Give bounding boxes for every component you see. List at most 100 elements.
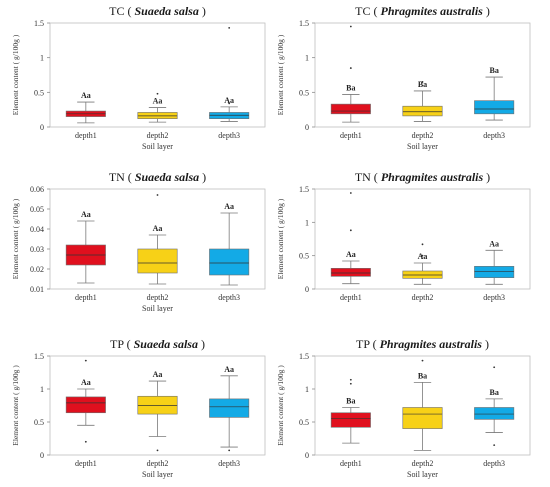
- plot-frame: [49, 22, 266, 128]
- y-tick-label: 1.5: [34, 352, 44, 361]
- x-tick-label: depth1: [340, 131, 362, 140]
- plot-frame: [49, 188, 266, 290]
- significance-label: Aa: [224, 365, 234, 374]
- y-tick-label: 0.01: [30, 285, 44, 294]
- box-iqr: [330, 103, 371, 115]
- chart-panel-5: TP ( Suaeda salsa ) 0 0.5 1 1.5 Element conte…: [11, 337, 266, 479]
- box-depth2: Ba depth2: [402, 80, 443, 140]
- box-depth3: Aa depth3: [474, 239, 515, 302]
- x-tick-label: depth2: [412, 459, 434, 468]
- y-tick-label: 0: [40, 451, 44, 460]
- y-tick-label: 0.04: [30, 225, 44, 234]
- x-tick-label: depth1: [75, 459, 97, 468]
- chart-title-prefix: TN (: [109, 170, 135, 184]
- box-iqr: [330, 412, 371, 428]
- box-iqr: [474, 100, 515, 115]
- y-tick-label: 1.5: [299, 185, 309, 194]
- box-depth2: Ba depth2: [402, 359, 443, 468]
- y-tick-label: 0: [40, 123, 44, 132]
- y-tick-label: 0: [305, 285, 309, 294]
- significance-label: Ba: [418, 80, 427, 89]
- y-tick-label: 0.03: [30, 245, 44, 254]
- chart-title-prefix: TP (: [356, 337, 380, 351]
- x-axis-label: Soil layer: [142, 304, 173, 313]
- box-depth3: Ba depth3: [474, 366, 515, 468]
- chart-panel-4: TN ( Phragmites australis ) 0 0.5 1 1.5 Eleme…: [276, 170, 531, 302]
- x-tick-label: depth2: [147, 131, 169, 140]
- significance-label: Aa: [224, 202, 234, 211]
- y-tick-label: 0.5: [34, 418, 44, 427]
- y-tick-label: 0.5: [299, 418, 309, 427]
- x-axis-label: Soil layer: [142, 142, 173, 151]
- outlier-point: [349, 25, 352, 28]
- box-depth2: Aa depth2: [137, 92, 178, 140]
- box-depth2: Aa depth2: [402, 243, 443, 302]
- chart-title: TN ( Phragmites australis ): [355, 170, 490, 184]
- outlier-point: [156, 92, 159, 95]
- y-tick-label: 1: [305, 385, 309, 394]
- plot-frame: [314, 355, 531, 456]
- chart-title: TC ( Suaeda salsa ): [109, 4, 206, 18]
- y-axis-label: Element content ( g/100g ): [11, 365, 20, 446]
- chart-title-suffix: ): [199, 170, 206, 184]
- chart-panel-3: TN ( Suaeda salsa ) 0.01 0.02 0.03 0.04 0.05 0…: [11, 170, 266, 313]
- box-depth2: Aa depth2: [137, 370, 178, 468]
- significance-label: Aa: [153, 370, 163, 379]
- x-tick-label: depth3: [218, 131, 240, 140]
- outlier-point: [349, 378, 352, 381]
- x-axis-label: Soil layer: [142, 470, 173, 479]
- outlier-point: [421, 243, 424, 246]
- x-tick-label: depth3: [483, 459, 505, 468]
- significance-label: Ba: [489, 66, 498, 75]
- significance-label: Aa: [81, 91, 91, 100]
- y-axis-label: Element content ( g/100g ): [11, 34, 20, 115]
- outlier-point: [349, 382, 352, 385]
- chart-title: TC ( Phragmites australis ): [355, 4, 490, 18]
- box-depth1: Aa depth1: [330, 192, 371, 302]
- outlier-point: [228, 449, 231, 452]
- y-tick-label: 0: [305, 451, 309, 460]
- outlier-point: [228, 26, 231, 29]
- box-depth2: Aa depth2: [137, 194, 178, 302]
- box-depth3: Aa depth3: [209, 202, 250, 302]
- x-tick-label: depth1: [340, 293, 362, 302]
- box-iqr: [209, 248, 250, 276]
- y-axis-label: Element content ( g/100g ): [11, 198, 20, 279]
- y-tick-label: 0.5: [34, 88, 44, 97]
- box-iqr: [402, 407, 443, 429]
- y-tick-label: 0.02: [30, 265, 44, 274]
- chart-title-species: Phragmites australis: [380, 4, 483, 18]
- x-tick-label: depth3: [218, 459, 240, 468]
- chart-title-suffix: ): [199, 4, 206, 18]
- y-tick-label: 1.5: [299, 19, 309, 28]
- x-tick-label: depth1: [75, 293, 97, 302]
- x-tick-label: depth2: [412, 293, 434, 302]
- plot-frame: [314, 188, 531, 290]
- significance-label: Aa: [81, 210, 91, 219]
- outlier-point: [84, 359, 87, 362]
- chart-title-prefix: TN (: [355, 170, 381, 184]
- box-depth3: Aa depth3: [209, 365, 250, 468]
- plot-frame: [49, 355, 266, 456]
- x-tick-label: depth1: [340, 459, 362, 468]
- chart-title: TN ( Suaeda salsa ): [109, 170, 206, 184]
- chart-panel-6: TP ( Phragmites australis ) 0 0.5 1 1.5 Eleme…: [276, 337, 531, 479]
- box-depth3: Ba depth3: [474, 66, 515, 140]
- significance-label: Ba: [346, 396, 355, 405]
- chart-title-prefix: TC (: [109, 4, 134, 18]
- chart-title: TP ( Suaeda salsa ): [110, 337, 205, 351]
- outlier-point: [421, 81, 424, 83]
- y-tick-label: 0.05: [30, 205, 44, 214]
- box-depth1: Aa depth1: [65, 359, 106, 468]
- significance-label: Ba: [346, 83, 355, 92]
- significance-label: Aa: [224, 96, 234, 105]
- y-tick-label: 1: [305, 54, 309, 63]
- outlier-point: [156, 449, 159, 452]
- y-tick-label: 1.5: [299, 352, 309, 361]
- significance-label: Aa: [81, 378, 91, 387]
- x-axis-label: Soil layer: [407, 142, 438, 151]
- box-depth3: Aa depth3: [209, 26, 250, 140]
- chart-title-species: Phragmites australis: [381, 170, 484, 184]
- chart-title-species: Suaeda salsa: [135, 170, 199, 184]
- chart-title-prefix: TC (: [355, 4, 380, 18]
